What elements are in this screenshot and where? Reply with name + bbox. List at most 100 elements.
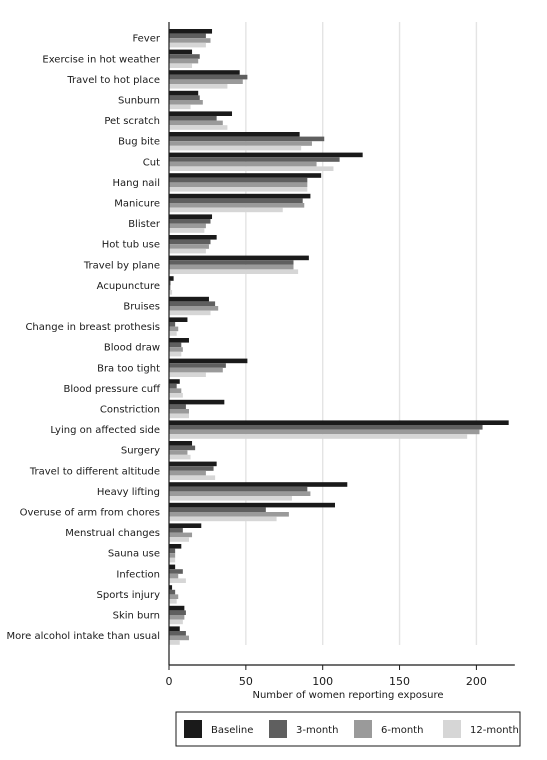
bars <box>169 29 509 645</box>
category-label: Surgery <box>121 446 160 457</box>
bar-3-month <box>169 74 248 80</box>
bar-baseline <box>169 605 185 611</box>
legend-swatch <box>354 720 372 738</box>
bar-baseline <box>169 441 193 446</box>
bar-3-month <box>169 219 211 224</box>
bar-3-month <box>169 445 196 451</box>
category-label: Exercise in hot weather <box>42 54 161 65</box>
bar-baseline <box>169 564 176 570</box>
bar-3-month <box>169 589 176 595</box>
bar-12-month <box>169 145 302 151</box>
category-label: Travel by plane <box>83 260 160 271</box>
bar-baseline <box>169 317 188 322</box>
bar-3-month <box>169 116 217 121</box>
bar-baseline <box>169 482 348 487</box>
bar-3-month <box>169 569 183 574</box>
bar-3-month <box>169 425 483 430</box>
bar-6-month <box>169 58 199 64</box>
category-label: Travel to different altitude <box>29 466 160 477</box>
bar-12-month <box>169 166 334 171</box>
bar-3-month <box>169 486 308 492</box>
bar-6-month <box>169 182 308 187</box>
bar-6-month <box>169 615 185 620</box>
bar-12-month <box>169 413 189 419</box>
bar-12-month <box>169 599 177 604</box>
bar-12-month <box>169 537 189 542</box>
bar-baseline <box>169 544 182 549</box>
bar-12-month <box>169 454 191 460</box>
bar-6-month <box>169 120 223 126</box>
bar-baseline <box>169 338 189 343</box>
category-label: Pet scratch <box>104 116 160 127</box>
legend-label: Baseline <box>211 725 253 736</box>
x-tick-label: 100 <box>312 675 333 688</box>
category-label: Bug bite <box>118 137 160 148</box>
bar-baseline <box>169 399 225 405</box>
legend-swatch <box>443 720 461 738</box>
legend-swatch <box>184 720 202 738</box>
bar-baseline <box>169 461 217 467</box>
bar-3-month <box>169 548 176 554</box>
category-label: Blood draw <box>104 343 160 354</box>
bar-6-month <box>169 470 206 476</box>
category-label: Lying on affected side <box>50 425 160 436</box>
bar-baseline <box>169 132 300 137</box>
bar-baseline <box>169 111 233 116</box>
bar-12-month <box>169 516 277 522</box>
bar-12-month <box>169 475 216 480</box>
bar-3-month <box>169 198 303 203</box>
bar-6-month <box>169 553 176 558</box>
category-label: Constriction <box>100 405 160 416</box>
x-tick-label: 150 <box>389 675 410 688</box>
bar-3-month <box>169 301 216 306</box>
bar-12-month <box>169 63 193 68</box>
bar-6-month <box>169 326 179 332</box>
bar-12-month <box>169 310 211 316</box>
bar-3-month <box>169 136 325 142</box>
category-label: Hang nail <box>112 178 160 189</box>
bar-3-month <box>169 342 182 348</box>
bar-baseline <box>169 626 180 631</box>
bar-baseline <box>169 523 202 528</box>
x-tick-label: 0 <box>166 675 173 688</box>
bar-6-month <box>169 367 223 373</box>
x-tick-label: 50 <box>239 675 253 688</box>
bar-12-month <box>169 187 308 192</box>
bar-baseline <box>169 276 174 281</box>
bar-3-month <box>169 507 266 512</box>
bar-6-month <box>169 429 480 435</box>
category-label: Infection <box>116 569 160 580</box>
legend-label: 6-month <box>381 725 423 736</box>
x-tick-label: 200 <box>466 675 487 688</box>
legend-label: 12-month <box>470 725 519 736</box>
bar-6-month <box>169 79 243 84</box>
bar-6-month <box>169 285 171 290</box>
bar-baseline <box>169 296 209 302</box>
category-label: Fever <box>132 34 160 45</box>
category-label: Menstrual changes <box>65 528 160 539</box>
bar-3-month <box>169 280 171 286</box>
bar-12-month <box>169 331 177 336</box>
bar-baseline <box>169 214 213 219</box>
bar-3-month <box>169 404 186 409</box>
bar-6-month <box>169 388 182 393</box>
bar-3-month <box>169 157 340 162</box>
bar-6-month <box>169 594 179 599</box>
category-label: Heavy lifting <box>97 487 160 498</box>
bar-6-month <box>169 264 294 270</box>
category-label: Cut <box>143 157 160 168</box>
bar-baseline <box>169 90 199 96</box>
legend-box <box>175 711 521 747</box>
bar-baseline <box>169 70 240 75</box>
bar-6-month <box>169 409 189 414</box>
bar-baseline <box>169 152 363 158</box>
bar-3-month <box>169 239 211 245</box>
bar-12-month <box>169 557 176 563</box>
bar-baseline <box>169 193 311 199</box>
bar-baseline <box>169 29 213 34</box>
bar-12-month <box>169 290 173 295</box>
bar-3-month <box>169 33 206 39</box>
category-label: More alcohol intake than usual <box>6 631 160 642</box>
bar-12-month <box>169 228 205 233</box>
